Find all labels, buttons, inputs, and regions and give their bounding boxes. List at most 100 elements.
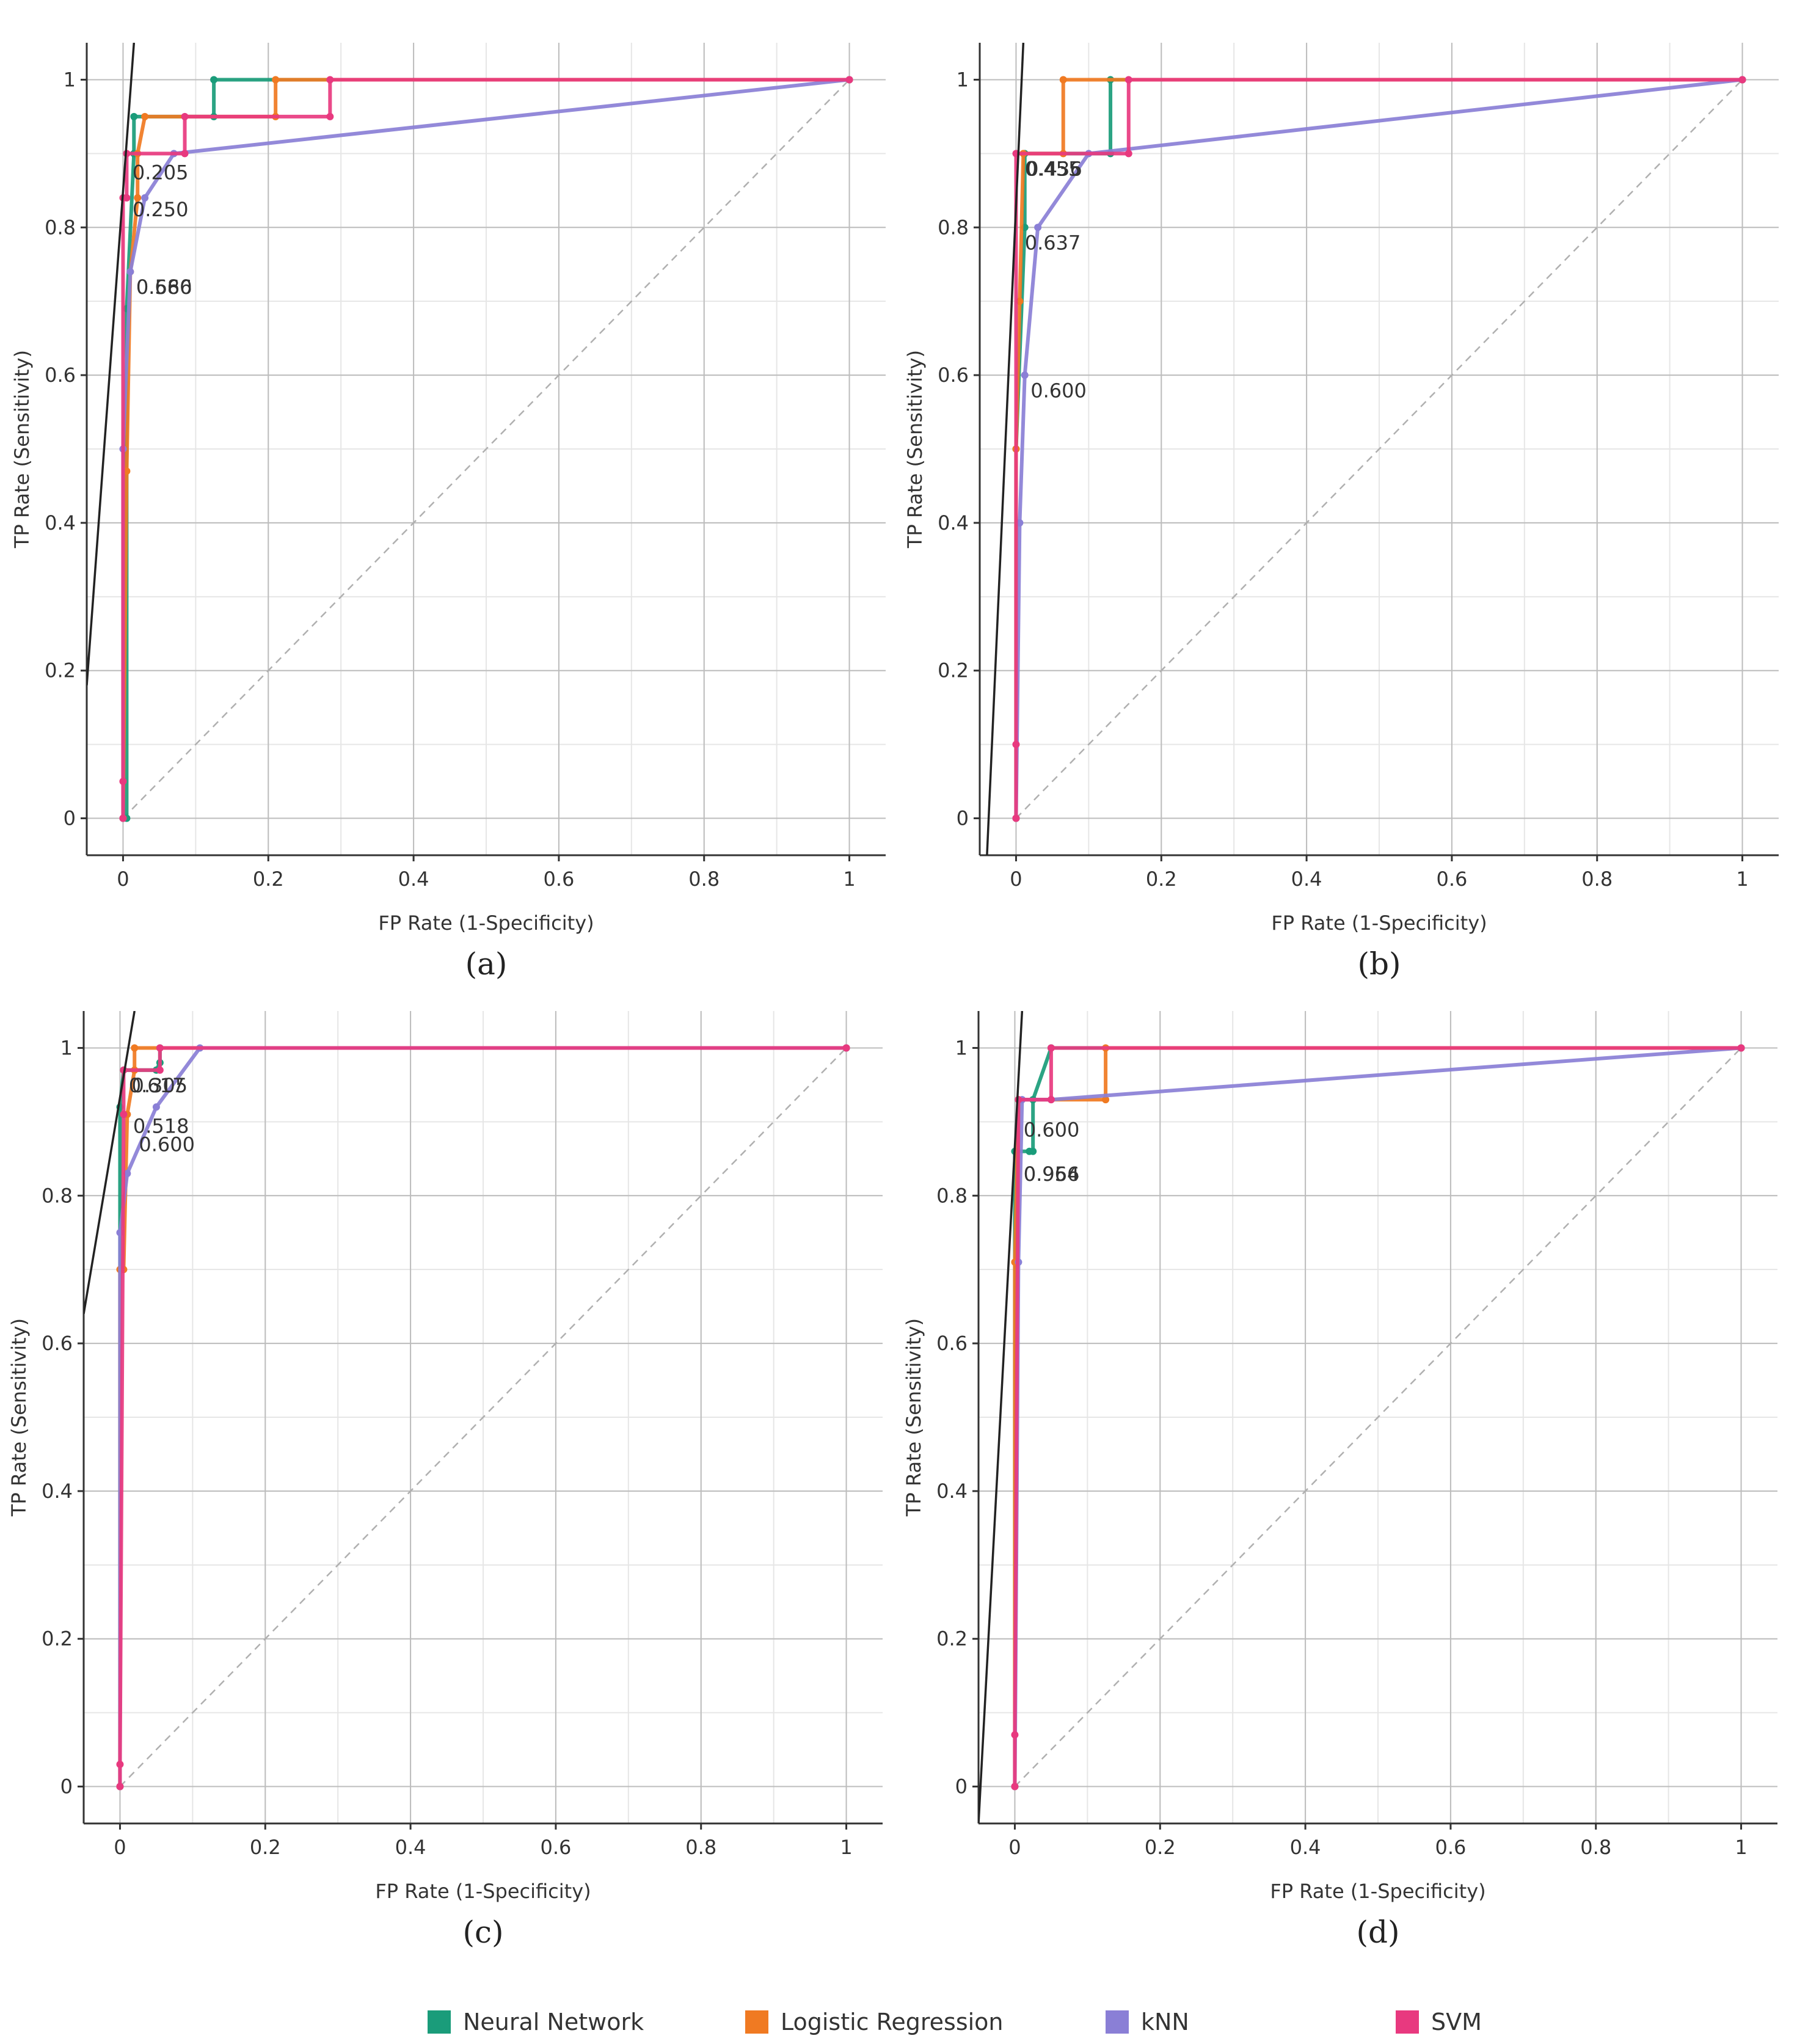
chance-diagonal — [122, 79, 850, 819]
y-tick-label: 0.8 — [42, 1184, 73, 1207]
threshold-label: 0.580 — [136, 276, 192, 299]
threshold-label: 0.436 — [1026, 158, 1082, 181]
roc-point-svm — [181, 112, 189, 120]
x-tick-label: 0.4 — [395, 1836, 426, 1859]
roc-point-logistic-regression — [131, 1044, 139, 1052]
y-tick-label: 1 — [60, 1036, 73, 1059]
y-axis-title: TP Rate (Sensitivity) — [7, 1318, 31, 1517]
x-tick-label: 0 — [1010, 867, 1022, 891]
y-tick-label: 0.4 — [42, 1480, 73, 1503]
legend-item-neural-network: Neural Network — [428, 2007, 644, 2037]
x-tick-label: 0.8 — [1581, 867, 1613, 891]
y-tick-label: 0.4 — [45, 511, 76, 535]
legend: Neural Network Logistic Regression kNN S… — [428, 2007, 1649, 2039]
x-axis-title: FP Rate (1-Specificity) — [1270, 1880, 1485, 1903]
y-tick-label: 0.2 — [45, 659, 76, 682]
y-tick-label: 0.8 — [938, 216, 969, 239]
roc-panel-a: 0 0.2 0.4 0.6 0.8 1 0 0.2 0.4 0.6 0.8 1 FP Rate (1-S… — [10, 43, 886, 982]
roc-line-svm — [121, 78, 851, 820]
roc-point-logistic-regression — [1102, 1096, 1110, 1104]
roc-point-knn — [152, 1103, 160, 1111]
x-tick-label: 0.6 — [543, 867, 574, 891]
legend-item-logistic-regression: Logistic Regression — [745, 2007, 1004, 2037]
roc-line-neural-network — [121, 78, 851, 820]
x-axis-title: FP Rate (1-Specificity) — [1271, 911, 1487, 935]
y-tick-label: 0 — [60, 1775, 73, 1798]
y-tick-label: 0.6 — [42, 1332, 73, 1355]
x-tick-label: 0.4 — [1291, 867, 1322, 891]
y-tick-label: 1 — [64, 68, 76, 91]
threshold-line — [84, 1011, 136, 1315]
y-tick-label: 0.4 — [936, 1480, 968, 1503]
roc-point-svm — [116, 1783, 124, 1790]
threshold-label: 0.617 — [129, 1074, 185, 1097]
roc-point-knn — [123, 1170, 131, 1177]
panel-caption: (a) — [465, 946, 508, 982]
x-tick-label: 0.6 — [1436, 867, 1467, 891]
roc-point-neural-network — [130, 112, 138, 120]
y-axis-title: TP Rate (Sensitivity) — [902, 1318, 925, 1517]
roc-point-knn — [1021, 371, 1029, 379]
roc-point-svm — [845, 76, 853, 84]
threshold-label: 0.954 — [1024, 1163, 1080, 1186]
panel-caption: (b) — [1357, 946, 1401, 982]
roc-point-svm — [1124, 150, 1132, 158]
threshold-line — [986, 43, 1025, 855]
y-tick-label: 0.6 — [45, 363, 76, 387]
x-tick-label: 1 — [840, 1836, 852, 1859]
threshold-label: 0.666 — [136, 276, 192, 299]
roc-point-svm — [326, 112, 334, 120]
y-axis-title: TP Rate (Sensitivity) — [10, 350, 34, 549]
roc-point-svm — [156, 1044, 164, 1052]
x-tick-label: 1 — [843, 867, 855, 891]
y-tick-label: 0.4 — [938, 511, 969, 535]
roc-point-svm — [1047, 1096, 1055, 1104]
roc-line-knn — [1014, 78, 1744, 820]
x-tick-label: 0 — [117, 867, 129, 891]
threshold-label: 0.205 — [133, 161, 189, 184]
roc-point-logistic-regression — [134, 194, 142, 202]
legend-label-logistic-regression: Logistic Regression — [781, 2009, 1004, 2035]
roc-point-svm — [1012, 814, 1020, 822]
svm-swatch — [1396, 2010, 1419, 2034]
legend-label-svm: SVM — [1431, 2009, 1482, 2035]
threshold-label: 0.600 — [1030, 379, 1087, 402]
roc-point-svm — [326, 76, 334, 84]
threshold-label: 0.966 — [1024, 1163, 1080, 1186]
y-tick-label: 0.6 — [938, 363, 969, 387]
y-tick-label: 0 — [955, 1775, 968, 1798]
x-tick-label: 0.2 — [253, 867, 284, 891]
legend-item-svm: SVM — [1396, 2007, 1482, 2037]
knn-swatch — [1106, 2010, 1129, 2034]
y-tick-label: 0 — [64, 807, 76, 830]
threshold-label: 0.600 — [139, 1133, 195, 1156]
x-tick-label: 1 — [1735, 1836, 1747, 1859]
x-tick-label: 0.2 — [1145, 1836, 1176, 1859]
roc-point-knn — [126, 268, 134, 276]
roc-point-svm — [1047, 1044, 1055, 1052]
y-tick-label: 0.8 — [936, 1184, 968, 1207]
x-tick-label: 0.4 — [1290, 1836, 1321, 1859]
x-tick-label: 0.2 — [1146, 867, 1177, 891]
x-axis-title: FP Rate (1-Specificity) — [375, 1880, 591, 1903]
roc-line-svm — [1013, 1046, 1743, 1789]
roc-point-logistic-regression — [1059, 76, 1067, 84]
logistic-regression-swatch — [745, 2010, 768, 2034]
x-tick-label: 0 — [114, 1836, 126, 1859]
roc-panel-b: 0 0.2 0.4 0.6 0.8 1 0 0.2 0.4 0.6 0.8 1 FP Rate (1-S… — [903, 43, 1779, 982]
roc-point-neural-network — [1029, 1147, 1037, 1155]
roc-point-svm — [1011, 1783, 1019, 1790]
legend-item-knn: kNN — [1106, 2007, 1189, 2037]
y-tick-label: 1 — [955, 1036, 968, 1059]
x-tick-label: 0 — [1008, 1836, 1021, 1859]
x-tick-label: 0.8 — [688, 867, 720, 891]
threshold-label: 0.600 — [1024, 1119, 1080, 1142]
roc-point-logistic-regression — [272, 76, 280, 84]
panel-caption: (c) — [462, 1914, 503, 1950]
threshold-line — [87, 43, 136, 686]
threshold-label: 0.518 — [133, 1115, 189, 1138]
roc-point-svm — [1124, 76, 1132, 84]
